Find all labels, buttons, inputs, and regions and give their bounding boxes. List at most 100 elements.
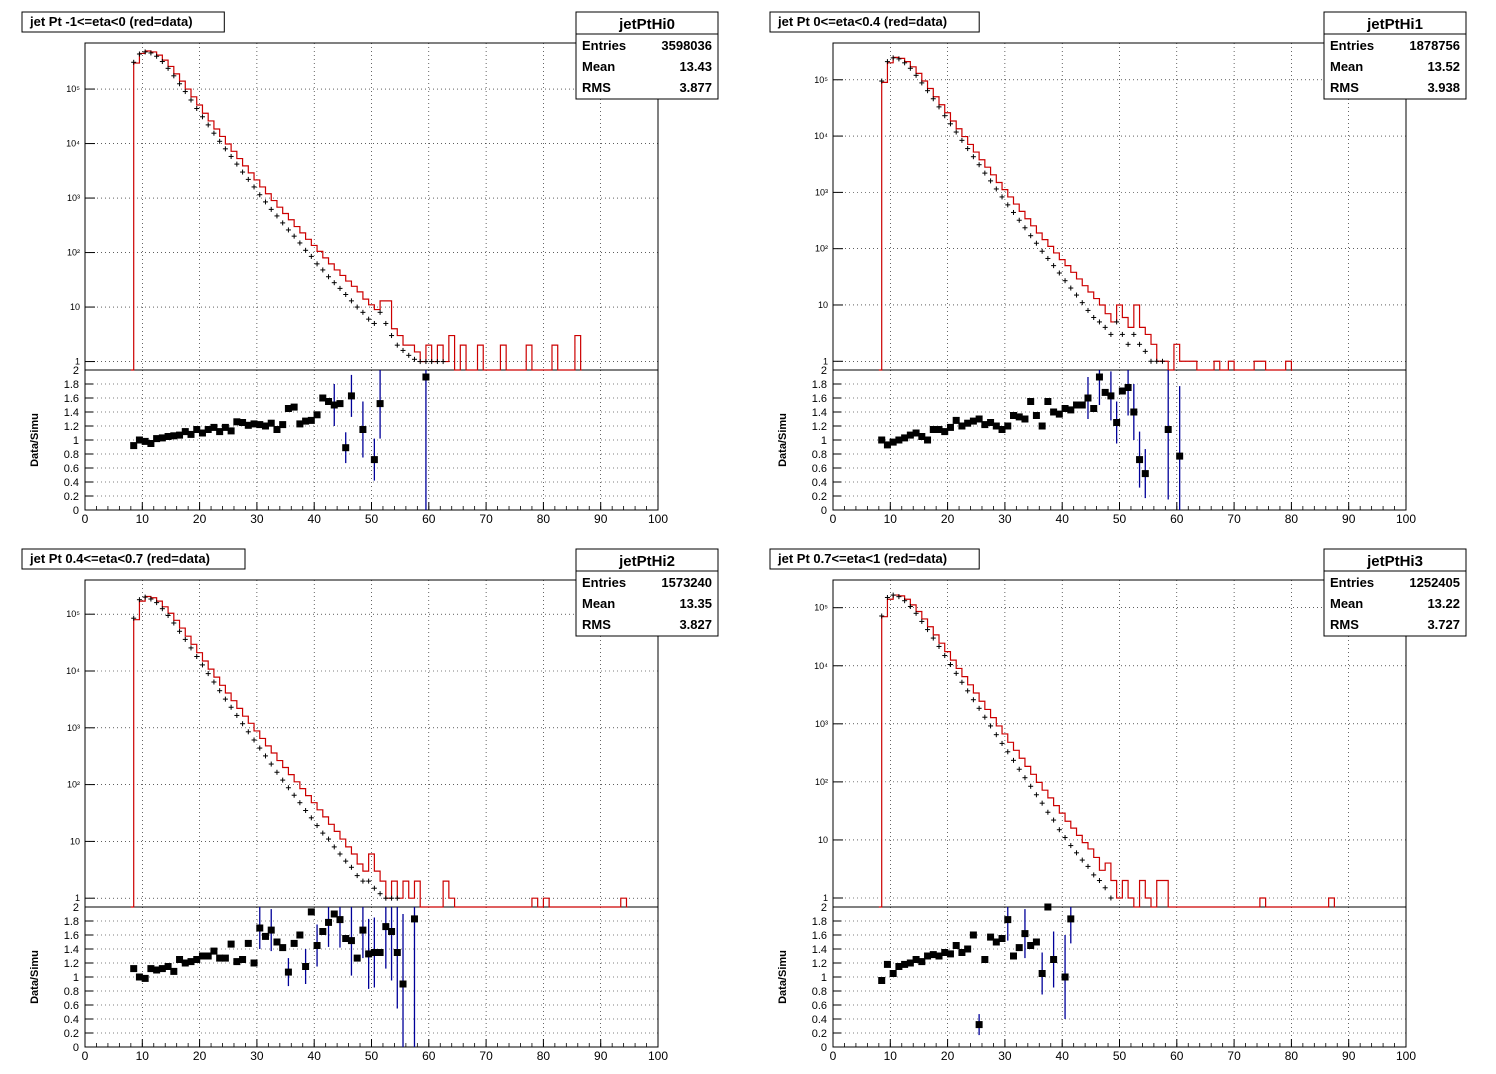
ratio-point xyxy=(952,942,960,949)
ratio-point xyxy=(895,963,903,970)
ratio-point xyxy=(239,956,247,963)
x-tick-label: 70 xyxy=(1227,1049,1241,1063)
ratio-tick-label: 0.6 xyxy=(812,463,827,475)
stats-value: 13.22 xyxy=(1427,596,1460,611)
x-tick-label: 80 xyxy=(1285,1049,1299,1063)
y-tick-label: 10⁴ xyxy=(66,666,80,676)
ratio-point xyxy=(325,918,333,926)
ratio-point xyxy=(895,436,903,444)
y-tick-label: 10⁵ xyxy=(814,75,828,85)
y-tick-label: 1 xyxy=(823,356,828,366)
y-tick-label: 10⁴ xyxy=(814,661,828,671)
ratio-tick-label: 0.4 xyxy=(812,1014,827,1026)
ratio-point xyxy=(130,965,138,973)
ratio-tick-label: 1.2 xyxy=(812,421,827,433)
title-box: jet Pt 0.7<=eta<1 (red=data) xyxy=(769,548,980,570)
ratio-point xyxy=(256,924,264,932)
ratio-point xyxy=(153,966,161,974)
ratio-tick-label: 0.6 xyxy=(64,1000,79,1012)
ratio-point xyxy=(181,428,189,436)
data-histogram-line xyxy=(130,50,582,371)
ratio-point xyxy=(987,933,995,941)
ratio-point xyxy=(998,935,1006,942)
ratio-point xyxy=(290,939,298,947)
x-tick-label: 60 xyxy=(422,1049,436,1063)
ratio-axis-label: Data/Simu xyxy=(29,413,41,467)
y-tick-label: 1 xyxy=(75,893,80,903)
ratio-point xyxy=(1015,944,1023,952)
ratio-tick-label: 0.8 xyxy=(812,449,827,461)
y-tick-label: 10⁵ xyxy=(814,603,828,613)
ratio-tick-label: 1.4 xyxy=(64,407,79,419)
x-tick-label: 20 xyxy=(193,512,207,526)
ratio-tick-label: 1.6 xyxy=(64,930,79,942)
ratio-point xyxy=(330,910,338,918)
ratio-point xyxy=(210,947,218,955)
ratio-point xyxy=(1061,973,1069,981)
ratio-point xyxy=(359,426,367,433)
ratio-point xyxy=(204,426,212,433)
ratio-point xyxy=(302,963,310,970)
ratio-point xyxy=(158,434,166,442)
ratio-point xyxy=(250,959,258,967)
stats-label: Mean xyxy=(582,596,615,611)
ratio-point xyxy=(376,400,384,408)
stats-box-frame xyxy=(575,11,719,100)
ratio-point xyxy=(256,421,264,429)
ratio-tick-label: 1.8 xyxy=(812,379,827,391)
ratio-point xyxy=(935,426,943,433)
ratio-point xyxy=(992,938,1000,946)
ratio-point xyxy=(1027,398,1035,405)
ratio-point xyxy=(969,417,977,425)
ratio-point xyxy=(924,436,932,444)
ratio-point xyxy=(883,441,891,449)
ratio-point xyxy=(889,970,897,977)
data-histogram-line xyxy=(878,594,1336,908)
ratio-point xyxy=(273,938,281,946)
ratio-point xyxy=(181,959,189,967)
ratio-point xyxy=(284,405,292,412)
ratio-point xyxy=(1015,413,1023,421)
ratio-point xyxy=(878,977,886,984)
stats-value: 3598036 xyxy=(661,38,712,53)
ratio-tick-label: 0.2 xyxy=(812,491,827,503)
ratio-tick-label: 0.6 xyxy=(64,463,79,475)
x-tick-label: 0 xyxy=(830,1049,837,1063)
ratio-point xyxy=(141,437,149,445)
x-tick-label: 10 xyxy=(136,512,150,526)
ratio-point xyxy=(1130,408,1138,416)
ratio-point xyxy=(170,432,178,440)
x-tick-label: 70 xyxy=(1227,512,1241,526)
ratio-point xyxy=(1113,419,1121,426)
ratio-point xyxy=(946,950,954,958)
ratio-point xyxy=(370,949,378,956)
stats-label: RMS xyxy=(582,80,611,95)
stats-value: 3.938 xyxy=(1427,80,1460,95)
ratio-tick-label: 0.8 xyxy=(64,449,79,461)
ratio-point xyxy=(883,960,891,968)
ratio-point xyxy=(975,1021,983,1029)
ratio-tick-label: 1 xyxy=(73,435,79,447)
ratio-point xyxy=(1067,915,1075,923)
ratio-tick-label: 1.8 xyxy=(64,379,79,391)
ratio-point xyxy=(1038,422,1046,430)
y-tick-label: 10³ xyxy=(67,723,80,733)
x-tick-label: 100 xyxy=(648,1049,668,1063)
ratio-point xyxy=(342,444,350,452)
x-tick-label: 10 xyxy=(136,1049,150,1063)
plot-title: jet Pt -1<=eta<0 (red=data) xyxy=(29,14,193,29)
ratio-point xyxy=(935,952,943,960)
x-tick-label: 50 xyxy=(365,1049,379,1063)
stats-box: jetPtHi1 Entries 1878756 Mean 13.52 RMS 3.938 xyxy=(1323,11,1467,100)
ratio-point xyxy=(393,949,401,956)
top-plot-frame xyxy=(832,579,1407,908)
ratio-tick-label: 0.8 xyxy=(812,986,827,998)
ratio-point xyxy=(302,417,310,425)
title-box-frame xyxy=(769,548,980,570)
ratio-point xyxy=(958,949,966,956)
ratio-point xyxy=(929,951,937,959)
x-tick-label: 50 xyxy=(365,512,379,526)
ratio-point xyxy=(187,958,195,966)
y-tick-label: 1 xyxy=(823,893,828,903)
title-box: jet Pt -1<=eta<0 (red=data) xyxy=(21,11,225,33)
